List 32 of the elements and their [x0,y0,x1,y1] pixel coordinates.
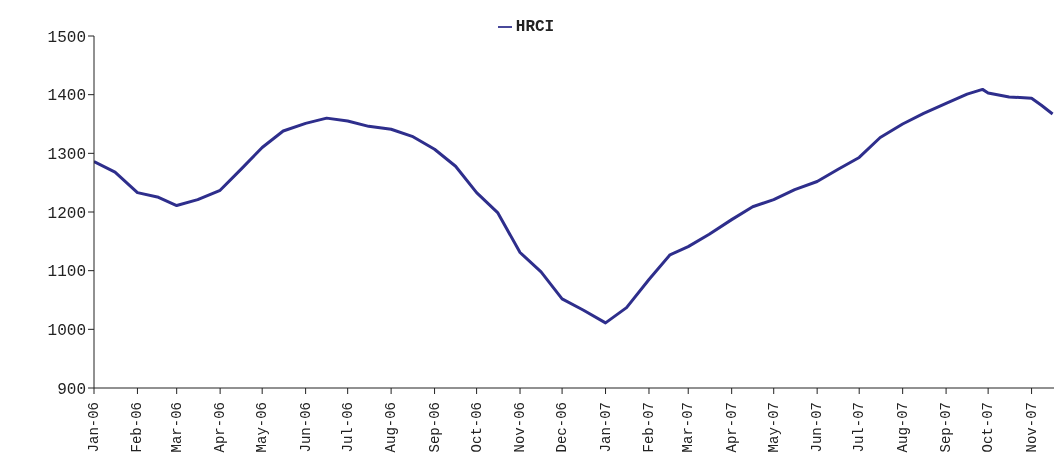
x-tick-label: Mar-06 [168,402,185,453]
x-tick-label: May-06 [254,402,271,453]
y-tick-label: 1000 [47,322,86,341]
x-tick-label: Jan-07 [597,402,614,453]
y-tick-label: 900 [57,380,86,399]
y-tick-label: 1300 [47,146,86,165]
y-tick-label: 1500 [47,28,86,47]
x-tick-label: Feb-07 [640,402,657,453]
x-tick-label: Feb-06 [129,402,146,453]
x-tick-label: Aug-06 [383,402,400,453]
x-tick-label: Sep-07 [938,402,955,453]
x-tick-label: Nov-07 [1023,402,1040,453]
x-tick-label: Oct-07 [980,402,997,453]
x-tick-label: Aug-07 [894,402,911,453]
x-tick-label: Jul-06 [339,402,356,453]
x-tick-label: Jun-06 [297,402,314,453]
x-tick-label: Jun-07 [809,402,826,453]
x-tick-label: Dec-06 [554,402,571,453]
x-tick-label: Sep-06 [426,402,443,453]
x-tick-label: Mar-07 [680,402,697,453]
y-tick-label: 1200 [47,204,86,223]
legend-label: HRCI [515,18,555,36]
y-tick-label: 1400 [47,87,86,106]
x-tick-label: Oct-06 [468,402,485,453]
x-tick-label: Apr-07 [723,402,740,453]
x-tick-label: Jul-07 [851,402,868,453]
x-tick-label: Apr-06 [212,402,229,453]
y-tick-label: 1100 [47,263,86,282]
line-series [94,87,1054,325]
x-tick-label: Nov-06 [512,402,529,453]
x-tick-label: Jan-06 [86,402,102,453]
x-tick-label: May-07 [765,402,782,453]
